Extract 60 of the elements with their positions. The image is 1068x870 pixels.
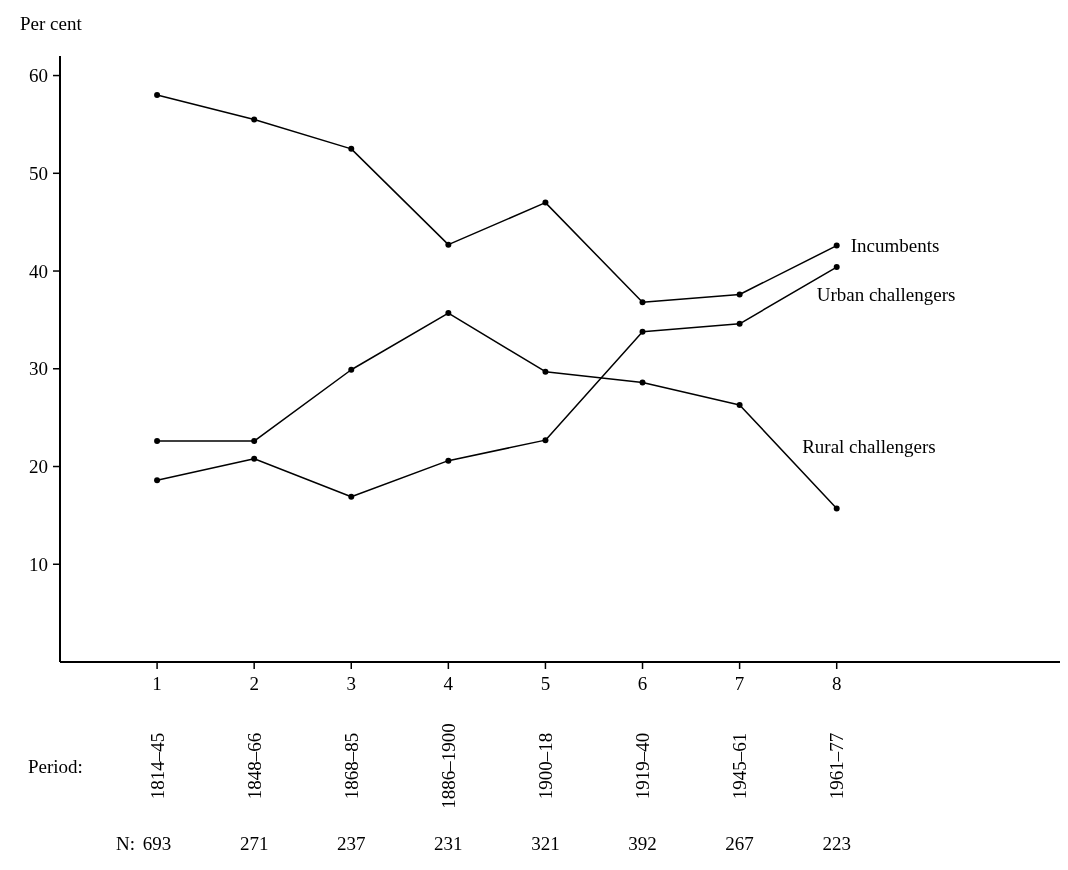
point <box>736 291 743 298</box>
x-tick-label: 2 <box>249 673 259 694</box>
point <box>833 264 840 271</box>
y-axis-title: Per cent <box>20 13 83 34</box>
x-tick-label: 1 <box>152 673 162 694</box>
point <box>639 328 646 335</box>
point <box>736 401 743 408</box>
text: 693 <box>142 833 172 854</box>
point <box>833 242 840 249</box>
text: 1961–77 <box>826 732 848 800</box>
text: 1900–18 <box>535 732 557 800</box>
point <box>348 366 355 373</box>
x-tick-label: 6 <box>637 673 648 694</box>
point <box>445 310 452 317</box>
point <box>154 477 161 484</box>
point <box>251 455 258 462</box>
point <box>736 320 743 327</box>
x-tick-label: 8 <box>831 673 842 694</box>
x-tick-label: 3 <box>346 673 357 694</box>
series-label: Rural challengers <box>802 435 936 457</box>
point <box>639 379 646 386</box>
text: 231 <box>434 833 463 854</box>
series-label: Urban challengers <box>816 284 956 306</box>
text: N: <box>116 833 136 854</box>
x-tick-label: 7 <box>734 673 745 694</box>
text: 1886–1900 <box>438 723 459 809</box>
x-tick-label: 4 <box>443 673 454 694</box>
point <box>639 299 646 306</box>
y-tick-label: 40 <box>29 260 48 282</box>
text: 267 <box>725 833 754 854</box>
y-tick-label: 10 <box>29 553 48 575</box>
text: Period: <box>28 755 83 777</box>
series-label: Incumbents <box>850 234 940 256</box>
point <box>542 368 549 375</box>
point <box>348 145 355 152</box>
text: 1814–45 <box>146 732 168 800</box>
y-tick-label: 30 <box>29 358 48 380</box>
point <box>833 505 840 512</box>
y-tick-label: 60 <box>29 65 48 87</box>
text: 321 <box>531 833 560 854</box>
text: 223 <box>822 833 851 854</box>
text: 271 <box>239 833 269 854</box>
y-tick-label: 20 <box>29 456 48 478</box>
point <box>154 438 161 445</box>
point <box>542 437 549 444</box>
point <box>251 438 258 445</box>
text: 1919–40 <box>632 732 654 800</box>
point <box>445 241 452 248</box>
text: 1848–66 <box>243 732 265 800</box>
text: 392 <box>628 833 657 854</box>
text: 237 <box>337 833 366 854</box>
text: 1945–61 <box>729 732 751 800</box>
point <box>348 493 355 500</box>
x-tick-label: 5 <box>540 673 551 694</box>
y-tick-label: 50 <box>29 162 48 184</box>
text: 1868–85 <box>340 732 362 800</box>
point <box>542 199 549 206</box>
point <box>251 116 258 123</box>
point <box>154 92 161 99</box>
point <box>445 457 452 464</box>
